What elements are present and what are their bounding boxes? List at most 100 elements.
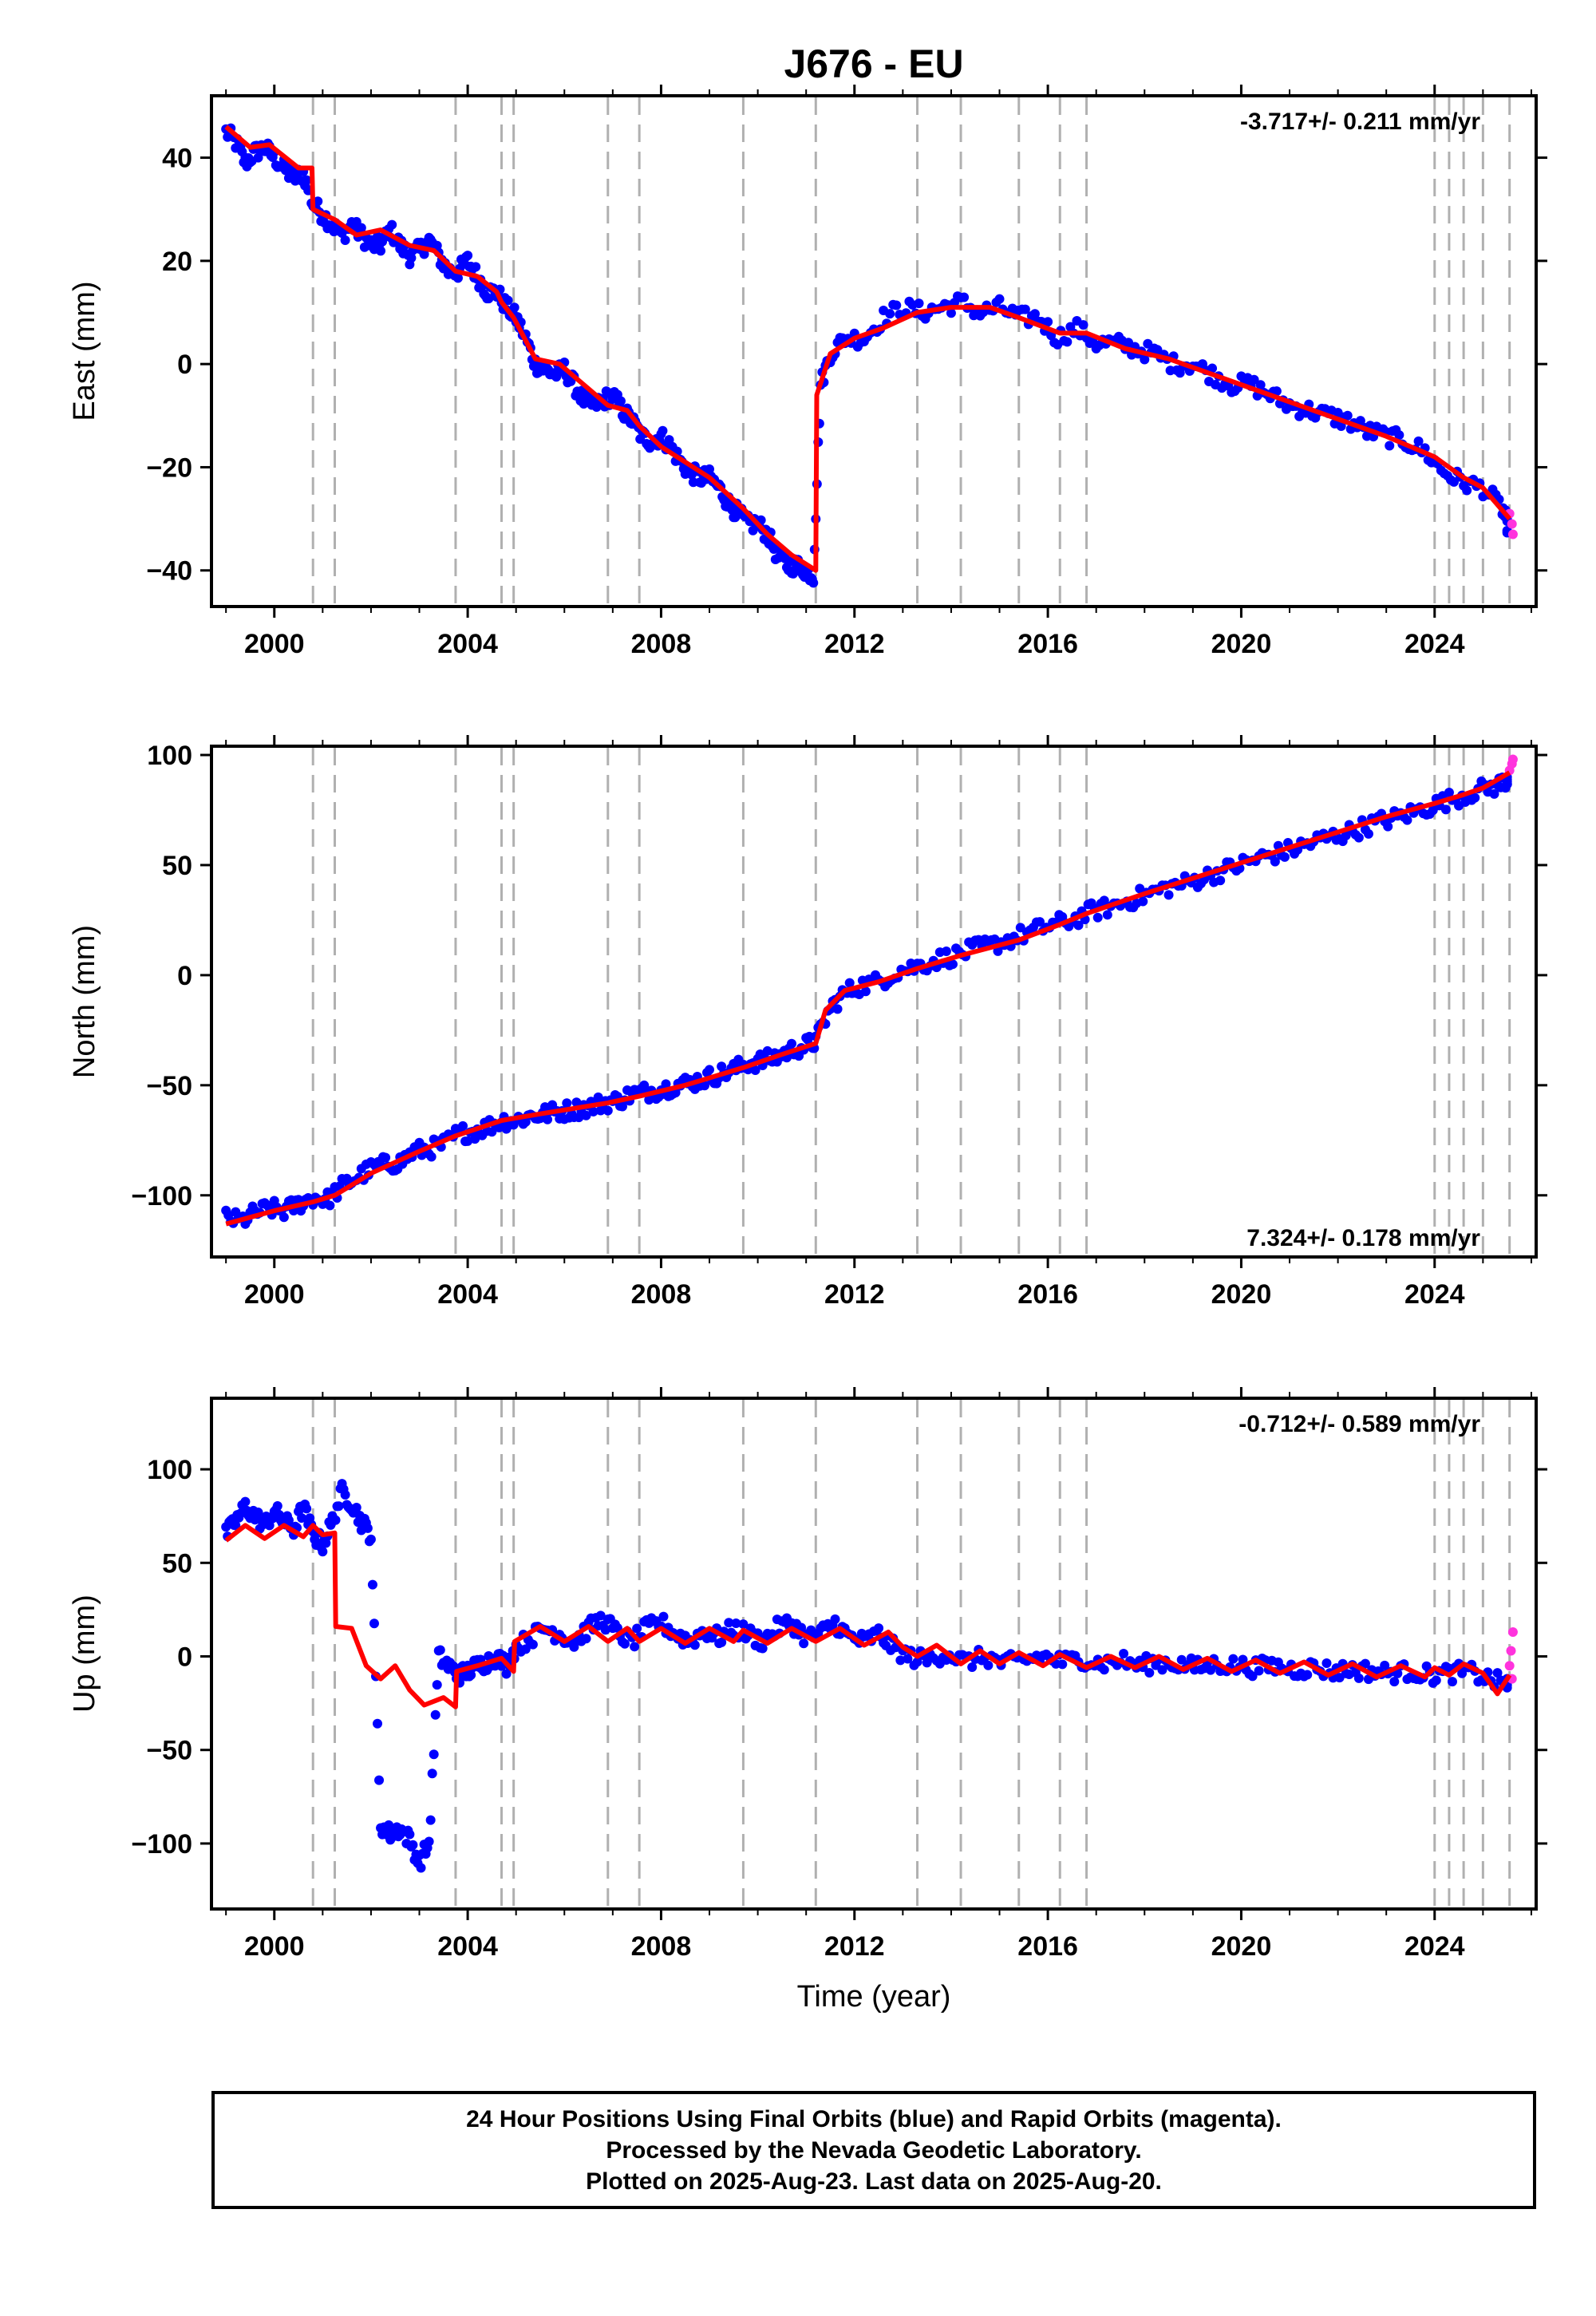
north-y-tick-label-0: 100	[147, 741, 192, 771]
up-final-point-12	[240, 1496, 251, 1507]
up-plot-frame	[210, 1397, 1538, 1911]
east-final-point-577	[1462, 485, 1472, 496]
up-final-point-133	[435, 1645, 445, 1655]
up-final-point-421	[1157, 1665, 1167, 1675]
north-rate-label: 7.324+/- 0.178 mm/yr	[1246, 1225, 1480, 1251]
east-final-point-366	[808, 578, 819, 588]
east-final-point-175	[503, 295, 513, 306]
up-final-point-466	[1302, 1670, 1313, 1680]
east-panel: 2000 2004 2008 2012 2016 2020 202440200−20−40 …	[68, 85, 1547, 659]
east-axis-ticks: 2000 2004 2008 2012 2016 2020 2024 40 20 0 −20 −40	[146, 85, 1547, 659]
east-y-tick-label-3: −20	[146, 453, 192, 483]
up-final-point-92	[369, 1618, 379, 1629]
east-plot-frame	[210, 94, 1538, 608]
up-final-point-204	[569, 1642, 579, 1652]
up-final-point-47	[297, 1513, 307, 1524]
east-final-point-443	[1029, 309, 1040, 319]
east-final-point-400	[891, 300, 902, 310]
east-x-tick-label-6: 2024	[1404, 629, 1465, 659]
east-final-point-155	[471, 262, 481, 272]
up-final-point-367	[983, 1660, 994, 1670]
x-axis-label: Time (year)	[797, 1980, 951, 2014]
east-y-tick-label-4: −40	[146, 556, 192, 587]
north-y-tick-label-3: −50	[146, 1071, 192, 1101]
up-final-point-126	[424, 1836, 434, 1847]
east-final-point-458	[1078, 320, 1088, 330]
east-final-point-453	[1062, 337, 1073, 347]
up-final-point-345	[912, 1657, 922, 1667]
up-final-point-506	[1431, 1675, 1441, 1686]
north-final-point-338	[1092, 912, 1103, 923]
north-final-point-291	[941, 946, 951, 956]
up-final-point-39	[283, 1515, 294, 1525]
up-x-tick-label-0: 2000	[244, 1931, 305, 1962]
up-x-tick-label-4: 2016	[1017, 1931, 1078, 1962]
up-final-point-6	[231, 1520, 241, 1531]
footer-line-dates: Plotted on 2025-Aug-23. Last data on 202…	[586, 2168, 1162, 2195]
up-final-point-282	[757, 1643, 768, 1654]
east-final-point-245	[615, 396, 626, 406]
east-final-point-417	[946, 308, 956, 318]
east-final-point-540	[1342, 410, 1353, 421]
up-final-point-490	[1380, 1660, 1390, 1670]
up-final-point-390	[1057, 1659, 1068, 1670]
up-final-point-95	[374, 1775, 385, 1785]
up-final-point-91	[367, 1579, 377, 1590]
east-final-point-57	[313, 196, 323, 207]
east-final-point-407	[914, 298, 924, 309]
east-final-point-74	[340, 235, 350, 245]
east-final-point-553	[1385, 441, 1395, 451]
east-x-tick-label-5: 2020	[1211, 629, 1272, 659]
up-y-tick-label-4: −100	[131, 1829, 192, 1860]
north-final-point-341	[1102, 910, 1112, 920]
up-x-tick-label-2: 2008	[631, 1931, 692, 1962]
east-final-point-50	[302, 175, 312, 185]
up-final-point-74	[340, 1490, 350, 1500]
north-final-point-293	[947, 959, 958, 970]
east-final-point-562	[1413, 436, 1424, 446]
up-final-point-274	[738, 1619, 749, 1630]
east-model-path	[224, 124, 1511, 573]
east-event-lines	[311, 97, 1511, 605]
north-final-point-182	[661, 1079, 671, 1089]
up-final-point-511	[1447, 1677, 1457, 1687]
north-final-point-320	[1035, 917, 1045, 927]
north-final-point-266	[860, 986, 871, 997]
up-final-point-265	[717, 1637, 727, 1647]
north-final-point-255	[832, 1004, 843, 1014]
north-final-point-352	[1138, 896, 1148, 907]
north-axis-ticks: 2000 2004 2008 2012 2016 2020 2024 100 50 0 −50 −10…	[131, 735, 1547, 1310]
north-event-lines	[311, 748, 1511, 1255]
up-y-tick-label-3: −50	[146, 1736, 192, 1766]
east-final-point-20	[253, 152, 263, 163]
up-model-line	[224, 1523, 1512, 1709]
up-final-point-222	[612, 1622, 622, 1633]
up-final-point-152	[466, 1670, 476, 1680]
north-y-tick-label-2: 0	[177, 961, 192, 991]
east-x-tick-label-1: 2004	[437, 629, 498, 659]
up-final-point-60	[318, 1547, 328, 1557]
up-final-point-494	[1393, 1668, 1403, 1678]
up-axis-ticks: 2000 2004 2008 2012 2016 2020 2024 100 50 0 −50 −10…	[131, 1387, 1547, 1962]
processing-info-box: 24 Hour Positions Using Final Orbits (bl…	[211, 2091, 1536, 2209]
north-final-point-307	[993, 946, 1003, 956]
east-x-tick-label-3: 2012	[824, 629, 885, 659]
north-x-tick-label-1: 2004	[437, 1279, 498, 1310]
east-final-point-513	[1255, 380, 1266, 390]
east-rate-label: -3.717+/- 0.211 mm/yr	[1240, 109, 1480, 135]
up-final-point-225	[619, 1638, 630, 1649]
up-final-point-81	[351, 1503, 361, 1513]
up-final-point-451	[1254, 1666, 1264, 1676]
up-final-point-409	[1119, 1649, 1129, 1659]
east-final-point-144	[452, 273, 463, 283]
east-rapid-point-1	[1507, 519, 1517, 529]
north-final-point-393	[1270, 856, 1280, 867]
north-final-point-234	[787, 1038, 797, 1049]
east-y-tick-label-1: 20	[162, 247, 192, 277]
up-final-point-128	[427, 1769, 437, 1779]
north-final-point-141	[562, 1098, 572, 1109]
up-final-orbit-points	[221, 1479, 1512, 1873]
north-final-point-24	[279, 1212, 289, 1223]
up-final-point-229	[630, 1642, 640, 1652]
east-x-tick-label-0: 2000	[244, 629, 305, 659]
